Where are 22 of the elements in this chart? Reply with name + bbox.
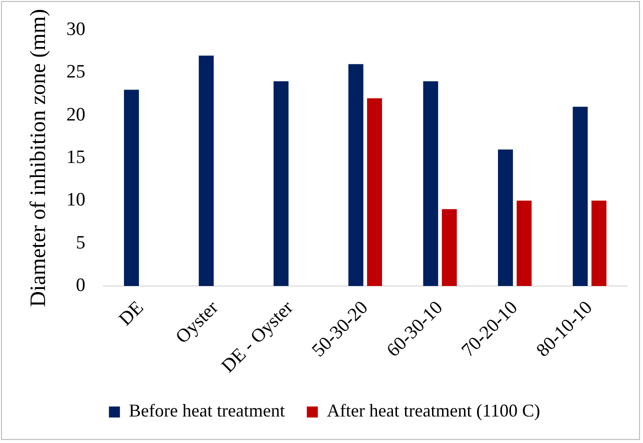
y-tick-label: 20 bbox=[66, 104, 86, 126]
bar bbox=[367, 98, 382, 286]
bar bbox=[198, 56, 214, 286]
y-tick-label: 30 bbox=[66, 18, 86, 40]
bar bbox=[348, 64, 364, 286]
y-tick-label: 25 bbox=[66, 62, 86, 83]
bar bbox=[516, 200, 532, 286]
bar bbox=[274, 81, 289, 286]
legend-label: Before heat treatment bbox=[128, 400, 285, 421]
x-tick-label: DE bbox=[115, 297, 148, 330]
y-tick-label: 5 bbox=[76, 232, 86, 254]
y-axis-title: Diameter of inhibition zone (mm) bbox=[24, 8, 50, 308]
bar bbox=[498, 149, 513, 286]
y-tick-label: 15 bbox=[66, 146, 86, 168]
bar bbox=[442, 209, 457, 286]
bar bbox=[591, 200, 606, 286]
y-tick-label: 10 bbox=[66, 190, 86, 211]
y-tick-label: 0 bbox=[76, 274, 86, 296]
legend-label: After heat treatment (1100 C) bbox=[326, 400, 540, 421]
bar bbox=[124, 90, 139, 286]
bar bbox=[423, 81, 438, 286]
bar bbox=[572, 106, 588, 286]
